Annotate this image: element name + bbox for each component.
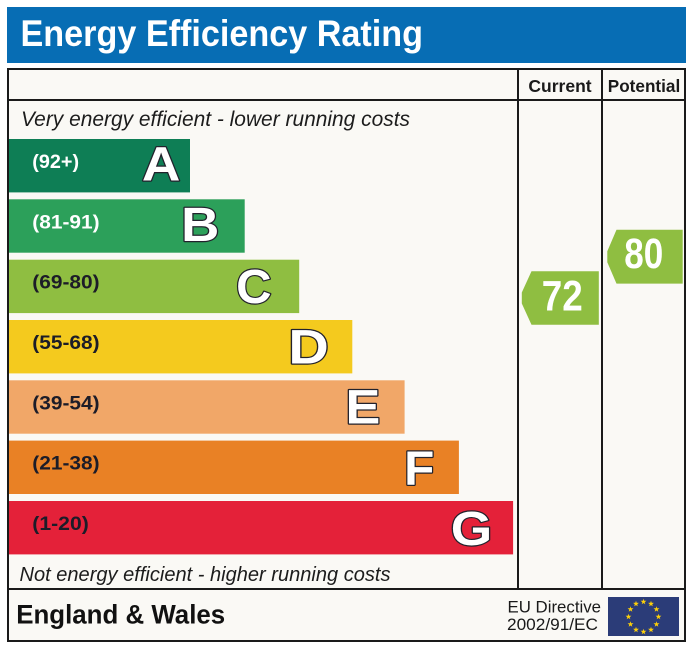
svg-text:2002/91/EC: 2002/91/EC [507, 615, 598, 634]
svg-text:80: 80 [624, 231, 663, 278]
svg-text:Not energy efficient - higher: Not energy efficient - higher running co… [20, 563, 391, 586]
svg-text:Very energy efficient - lower: Very energy efficient - lower running co… [21, 107, 410, 131]
svg-text:Energy Efficiency Rating: Energy Efficiency Rating [21, 13, 424, 54]
svg-text:Current: Current [528, 76, 591, 96]
svg-text:(81-91): (81-91) [32, 212, 99, 233]
svg-text:G: G [451, 503, 493, 556]
svg-text:(21-38): (21-38) [32, 454, 99, 475]
svg-text:D: D [288, 322, 328, 375]
svg-text:(1-20): (1-20) [32, 514, 89, 535]
svg-text:(92+): (92+) [32, 152, 79, 173]
svg-text:(69-80): (69-80) [32, 273, 99, 294]
svg-text:A: A [142, 139, 181, 192]
svg-text:E: E [346, 381, 381, 434]
svg-text:F: F [404, 442, 434, 495]
svg-text:72: 72 [542, 274, 583, 321]
svg-text:England & Wales: England & Wales [16, 600, 225, 630]
svg-text:B: B [181, 199, 219, 252]
svg-text:(39-54): (39-54) [32, 393, 99, 414]
svg-text:EU Directive: EU Directive [508, 597, 602, 616]
svg-text:C: C [236, 261, 271, 314]
svg-text:(55-68): (55-68) [32, 333, 99, 354]
svg-text:Potential: Potential [608, 76, 681, 96]
